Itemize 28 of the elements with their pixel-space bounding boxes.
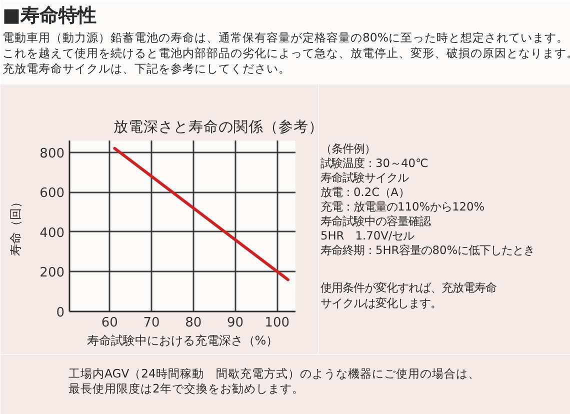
text: 最長使用限度は2年で交換をお勧めします。 xyxy=(68,382,304,396)
y-tick-label: 600 xyxy=(40,186,65,202)
text: 放電：0.2C（A） xyxy=(320,185,410,199)
y-tick-label: 800 xyxy=(40,146,65,162)
text: ■寿命特性 xyxy=(2,4,96,26)
text: 電動車用（動力源）鉛蓄電池の寿命は、通常保有容量が定格容量の80%に至った時と想定されています。 xyxy=(2,30,568,44)
text: 充電：放電量の110%から120% xyxy=(320,200,485,214)
text: 寿命終期：5HR容量の80%に低下したとき xyxy=(320,243,535,257)
x-axis-title: 寿命試験中における充電深さ（%） xyxy=(86,334,278,348)
text: サイクルは変化します。 xyxy=(320,296,442,310)
text: 使用条件が変化すれば、充放電寿命 xyxy=(320,280,496,294)
y-tick-label: 200 xyxy=(40,266,65,281)
y-tick-label: 0 xyxy=(56,306,65,320)
text: （条件例） xyxy=(320,142,376,156)
y-tick-label: 400 xyxy=(40,226,65,241)
chart-title: 放電深さと寿命の関係（参考） xyxy=(114,118,324,136)
x-tick-label: 100 xyxy=(264,316,290,330)
text: 試験温度：30～40℃ xyxy=(320,156,428,170)
x-tick-label: 70 xyxy=(143,316,160,330)
text: 充放電寿命サイクルは、下記を参考にしてください。 xyxy=(2,62,290,76)
text: 工場内AGV（24時間稼動 間歇充電方式）のような機器にご使用の場合は、 xyxy=(68,366,480,380)
text: 寿命試験サイクル xyxy=(320,170,408,184)
x-tick-label: 80 xyxy=(185,316,202,330)
text: 5HR 1.70V/セル xyxy=(320,228,414,242)
y-axis-title: 寿命（回） xyxy=(8,196,23,256)
x-tick-label: 60 xyxy=(101,316,118,330)
x-tick-label: 90 xyxy=(226,316,244,330)
text: 寿命試験中の容量確認 xyxy=(320,214,430,228)
